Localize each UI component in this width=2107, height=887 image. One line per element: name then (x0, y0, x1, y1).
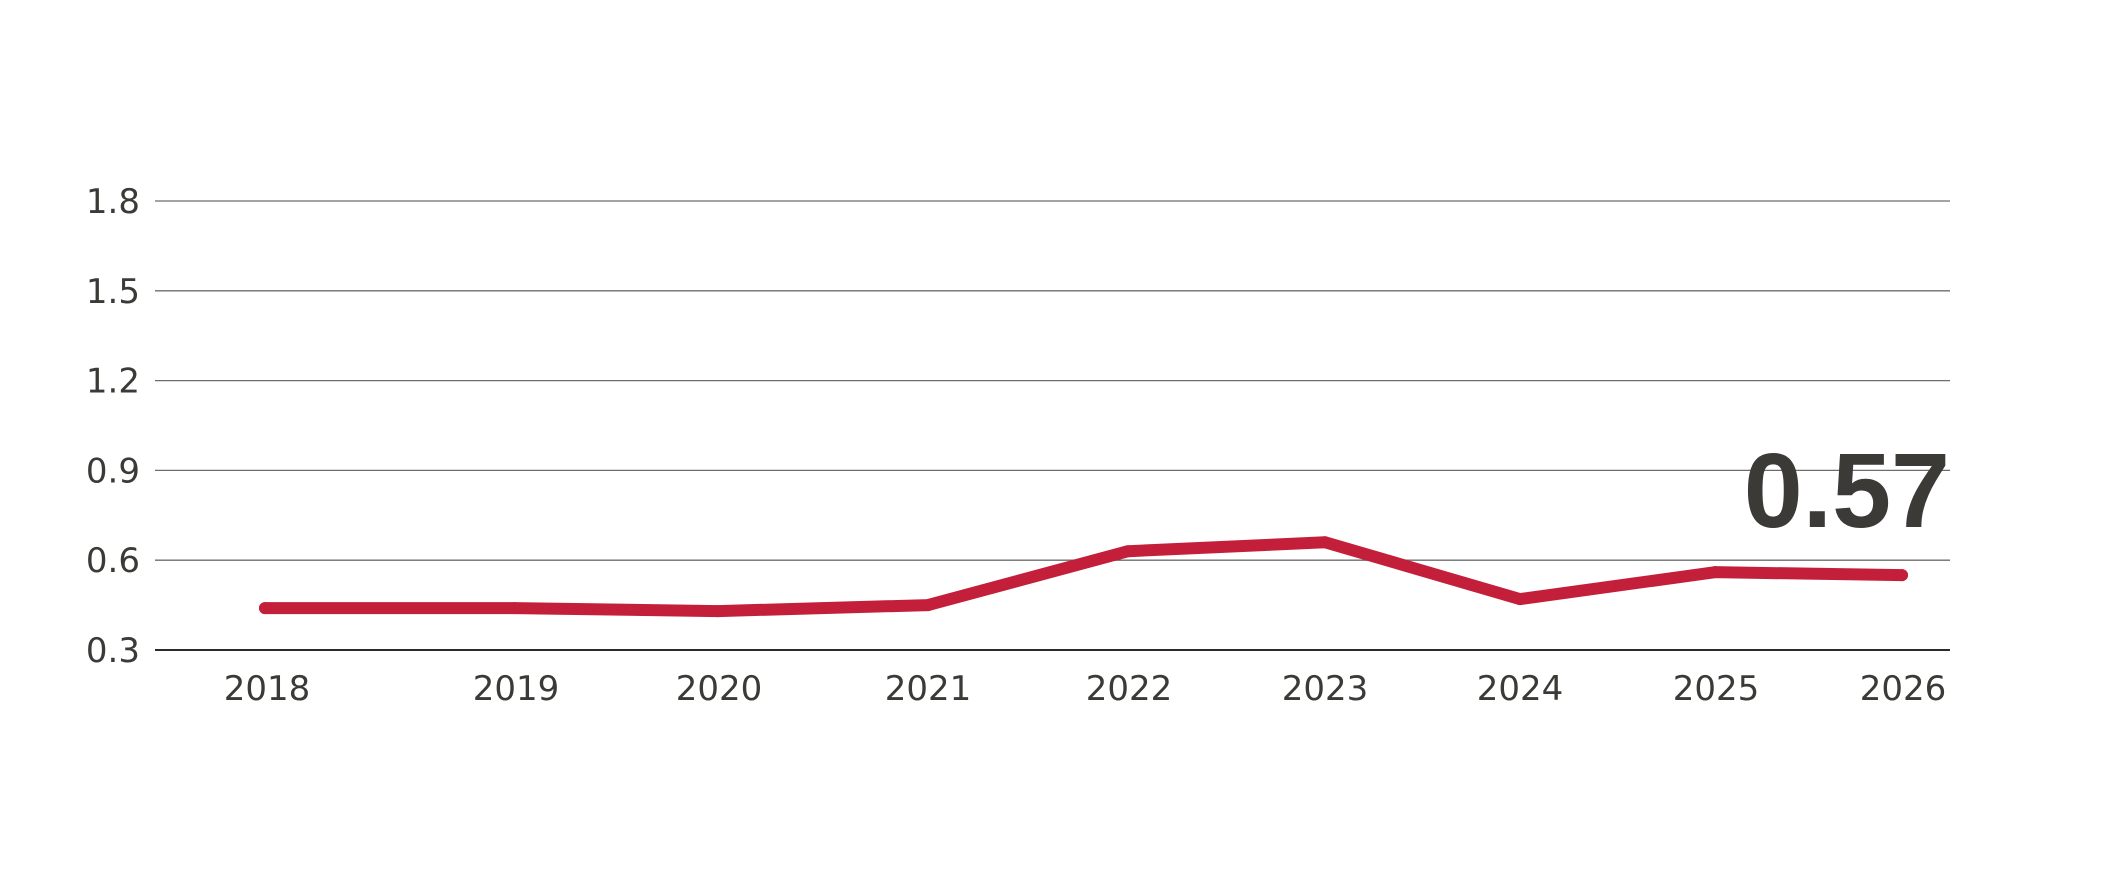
x-tick-label: 2021 (885, 669, 972, 709)
y-tick-label: 0.3 (86, 631, 140, 671)
x-tick-label: 2026 (1860, 669, 1947, 709)
data-point (1122, 545, 1134, 558)
data-point (712, 605, 724, 618)
y-tick-label: 1.8 (86, 182, 140, 222)
x-tick-label: 2020 (676, 669, 763, 709)
data-point (509, 602, 521, 615)
series-line (259, 536, 1908, 618)
y-axis-tick-labels: 1.8 1.5 1.2 0.9 0.6 0.3 (86, 182, 140, 671)
y-tick-label: 0.6 (86, 541, 140, 581)
y-tick-label: 1.5 (86, 272, 140, 312)
x-tick-label: 2022 (1086, 669, 1173, 709)
data-point (259, 602, 271, 615)
current-value-callout: 0.57 (1744, 432, 1950, 550)
x-tick-label: 2018 (224, 669, 311, 709)
data-point (1319, 536, 1331, 549)
y-tick-label: 0.9 (86, 451, 140, 491)
x-tick-label: 2024 (1477, 669, 1564, 709)
data-point (1896, 569, 1908, 582)
data-point (1709, 566, 1721, 579)
y-tick-label: 1.2 (86, 362, 140, 402)
data-point (1514, 593, 1526, 606)
x-tick-label: 2023 (1282, 669, 1369, 709)
gridlines (155, 200, 1950, 651)
x-tick-label: 2019 (473, 669, 560, 709)
x-axis-tick-labels: 2018 2019 2020 2021 2022 2023 2024 2025 2026 (224, 669, 1947, 709)
series-group (259, 536, 1908, 618)
data-point (922, 599, 934, 612)
x-tick-label: 2025 (1673, 669, 1760, 709)
